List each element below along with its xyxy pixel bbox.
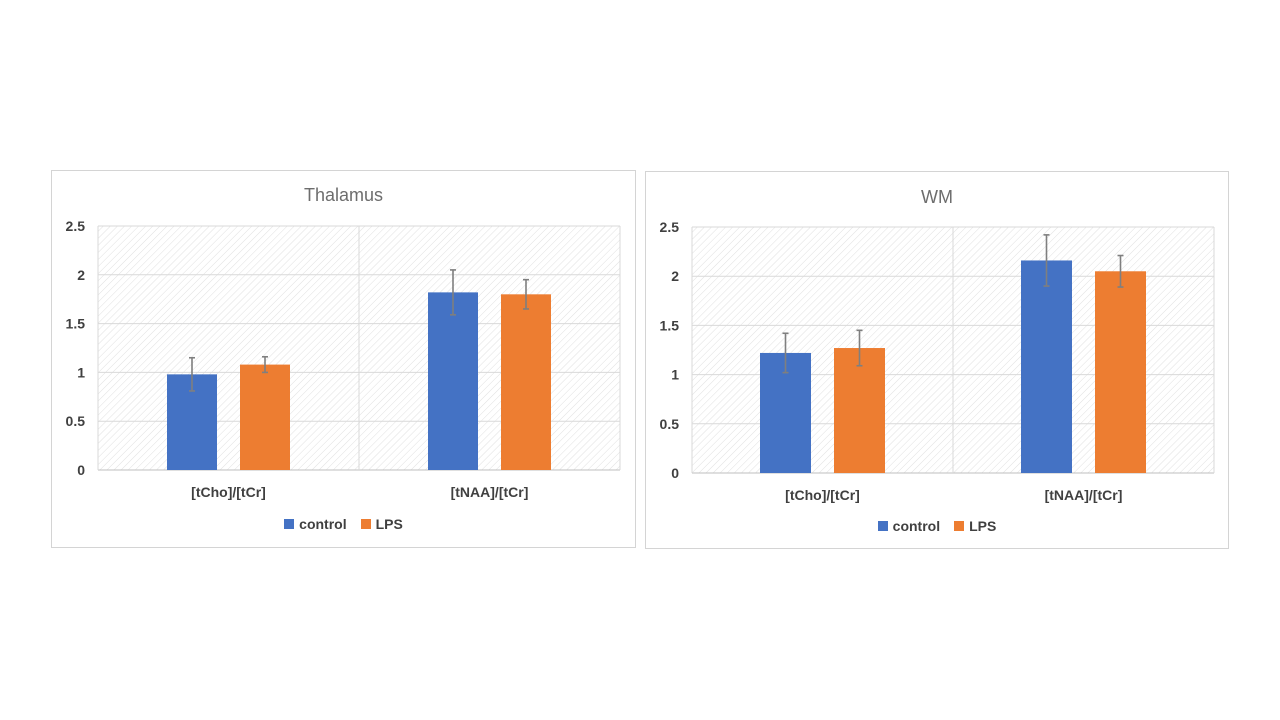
bar-lps-2: [1095, 271, 1146, 473]
chart-title: Thalamus: [303, 185, 384, 205]
legend-swatch-lps: [954, 521, 965, 531]
chart-title: WM: [921, 187, 953, 207]
y-tick-label: 2: [77, 267, 85, 283]
legend-swatch-lps: [360, 519, 371, 529]
plot-area-wm: 0 0.5 1 1.5 2 2.5 [tCho]/[tCr] [tNAA]/[tCr]: [660, 219, 1215, 503]
y-tick-label: 0: [77, 462, 85, 478]
x-category-label: [tNAA]/[tCr]: [451, 484, 529, 500]
legend-label-lps: LPS: [375, 516, 403, 532]
y-tick-label: 1.5: [660, 317, 680, 333]
x-category-label: [tNAA]/[tCr]: [1045, 487, 1123, 503]
legend-label-lps: LPS: [969, 518, 997, 534]
legend-label-control: control: [299, 516, 347, 532]
y-tick-label: 0.5: [660, 416, 680, 432]
chart-wm: WM 0 0.5 1 1.5 2 2.5 [tCho]/[tCr] [tNAA]/[tCr] …: [645, 171, 1229, 549]
x-category-label: [tCho]/[tCr]: [785, 487, 860, 503]
legend-swatch-control: [877, 521, 888, 531]
y-tick-label: 0: [671, 465, 679, 481]
bar-lps-1: [240, 364, 290, 470]
y-tick-label: 2.5: [66, 218, 86, 234]
bar-control-2: [1021, 260, 1072, 473]
y-tick-label: 1.5: [66, 316, 86, 332]
legend-item-control: control: [284, 516, 347, 532]
y-tick-label: 2.5: [660, 219, 680, 235]
plot-area-thalamus: 0 0.5 1 1.5 2 2.5 [tCho]/[tCr] [tNAA]/[tCr]: [66, 218, 621, 500]
bar-lps-2: [501, 294, 551, 470]
chart-thalamus: Thalamus 0 0.5 1 1.5 2 2.5 [tCho]/[tCr] [tNAA]/…: [51, 170, 636, 548]
legend-swatch-control: [284, 519, 295, 529]
legend-item-lps: LPS: [360, 516, 403, 532]
bar-lps-1: [834, 348, 885, 473]
y-tick-label: 0.5: [66, 413, 86, 429]
legend: control LPS: [646, 518, 1228, 534]
bar-control-2: [428, 292, 478, 470]
y-tick-label: 1: [671, 367, 679, 383]
legend-label-control: control: [892, 518, 941, 534]
legend-item-lps: LPS: [954, 518, 996, 534]
legend: control LPS: [52, 516, 635, 532]
legend-item-control: control: [877, 518, 941, 534]
y-tick-label: 1: [77, 364, 85, 380]
y-tick-label: 2: [671, 268, 679, 284]
x-category-label: [tCho]/[tCr]: [191, 484, 266, 500]
